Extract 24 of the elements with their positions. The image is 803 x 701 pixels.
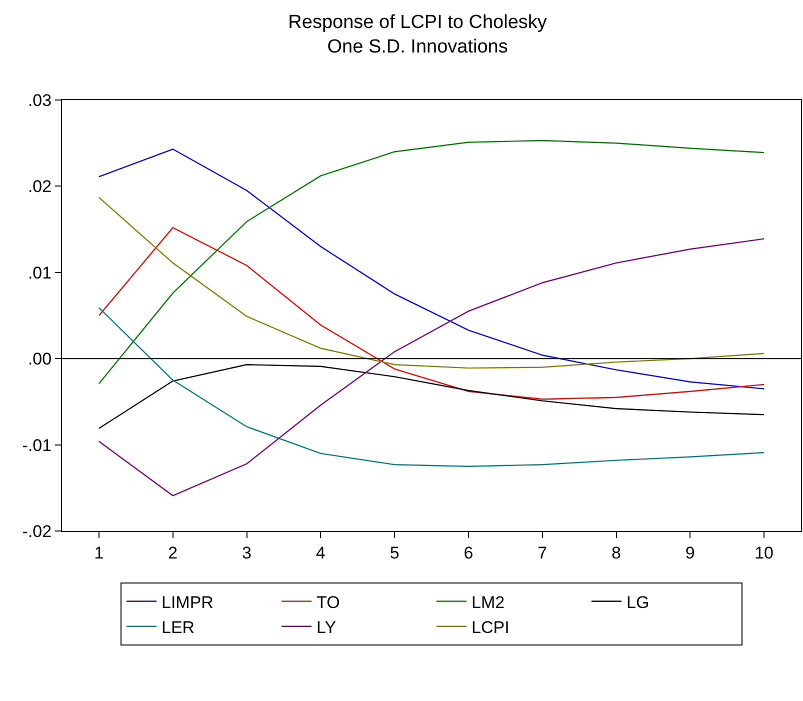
x-tick-label: 3	[242, 543, 252, 562]
x-tick-label: 7	[538, 543, 548, 562]
y-tick-label: -.01	[22, 436, 52, 455]
y-tick-label: .01	[28, 263, 52, 282]
y-tick-label: .02	[28, 177, 52, 196]
y-tick-label: .03	[28, 90, 52, 110]
x-tick-label: 6	[464, 543, 474, 562]
x-tick-label: 8	[612, 543, 621, 562]
legend-label: LIMPR	[162, 592, 214, 612]
legend-label: LY	[316, 618, 336, 637]
x-tick-label: 2	[168, 543, 178, 562]
x-tick-label: 5	[390, 543, 400, 562]
y-tick-label: -.02	[22, 522, 52, 541]
legend-label: LER	[162, 618, 195, 637]
x-tick-label: 10	[754, 543, 774, 562]
legend-label: LM2	[472, 592, 505, 612]
legend-label: LG	[626, 592, 650, 612]
legend-label: TO	[316, 592, 340, 612]
x-tick-label: 9	[685, 543, 695, 562]
chart-title: Response of LCPI to Cholesky One S.D. Innovations	[288, 12, 548, 58]
x-tick-label: 4	[316, 543, 326, 562]
x-tick-label: 1	[94, 543, 104, 562]
y-tick-label: .00	[28, 350, 52, 369]
legend-label: LCPI	[472, 618, 510, 637]
